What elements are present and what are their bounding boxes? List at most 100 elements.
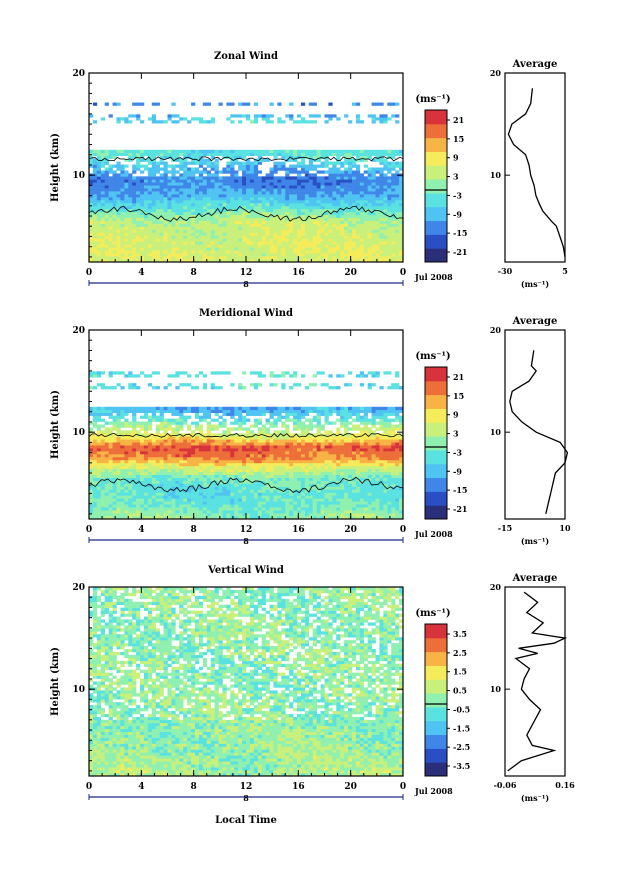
heatmap-cell xyxy=(316,226,321,230)
heatmap-cell xyxy=(104,238,109,242)
heatmap-cell xyxy=(136,456,141,461)
heatmap-cell xyxy=(391,454,396,458)
heatmap-cell xyxy=(132,205,137,210)
heatmap-cell xyxy=(249,194,255,198)
heatmap-cell xyxy=(147,465,153,470)
heatmap-cell xyxy=(265,199,270,204)
heatmap-cell xyxy=(167,507,172,511)
heatmap-cell xyxy=(187,235,192,239)
heatmap-cell xyxy=(171,465,176,470)
heatmap-cell xyxy=(151,456,157,461)
heatmap-cell xyxy=(222,486,227,490)
heatmap-cell xyxy=(128,241,133,245)
heatmap-cell xyxy=(246,480,251,484)
heatmap-cell xyxy=(273,253,278,257)
heatmap-cell xyxy=(391,451,396,455)
heatmap-cell xyxy=(175,459,180,464)
heatmap-cell xyxy=(253,486,259,490)
heatmap-cell xyxy=(179,202,184,207)
heatmap-cell xyxy=(293,167,298,171)
heatmap-cell xyxy=(191,208,196,213)
heatmap-cell xyxy=(92,486,98,490)
heatmap-cell xyxy=(238,501,243,505)
heatmap-cell xyxy=(297,188,302,192)
heatmap-cell xyxy=(198,244,204,248)
heatmap-cell xyxy=(159,232,164,236)
heatmap-cell xyxy=(112,194,117,198)
heatmap-cell xyxy=(387,202,392,207)
heatmap-cell xyxy=(379,486,384,490)
heatmap-cell xyxy=(308,217,314,221)
heatmap-cell xyxy=(281,232,286,236)
heatmap-cell xyxy=(191,220,196,224)
heatmap-cell xyxy=(281,477,286,481)
heatmap-cell xyxy=(112,170,117,174)
heatmap-cell xyxy=(246,202,251,207)
heatmap-cell xyxy=(359,149,365,154)
heatmap-cell xyxy=(395,477,400,481)
heatmap-cell xyxy=(304,199,310,204)
heatmap-cell xyxy=(159,492,164,496)
heatmap-cell xyxy=(289,492,294,496)
heatmap-cell xyxy=(92,244,98,248)
heatmap-cell xyxy=(308,256,314,260)
heatmap-cell xyxy=(308,167,314,171)
heatmap-cell xyxy=(281,244,286,248)
heatmap-cell xyxy=(281,223,286,227)
heatmap-cell xyxy=(218,223,223,227)
heatmap-cell xyxy=(155,477,160,481)
heatmap-cell xyxy=(128,462,133,467)
heatmap-cell xyxy=(202,232,208,236)
heatmap-cell xyxy=(89,179,94,183)
heatmap-cell xyxy=(230,170,235,174)
heatmap-cell xyxy=(324,250,329,254)
heatmap-cell xyxy=(147,462,153,467)
heatmap-cell xyxy=(285,114,290,118)
heatmap-cell xyxy=(210,247,215,251)
heatmap-cell xyxy=(277,504,282,508)
heatmap-cell xyxy=(265,483,270,487)
heatmap-cell xyxy=(214,474,219,478)
heatmap-cell xyxy=(206,498,211,502)
heatmap-cell xyxy=(191,498,196,502)
heatmap-cell xyxy=(171,477,176,481)
heatmap-cell xyxy=(202,256,208,260)
heatmap-cell xyxy=(147,205,153,210)
heatmap-cell xyxy=(340,197,345,201)
heatmap-cell xyxy=(375,155,380,159)
heatmap-cell xyxy=(316,191,321,195)
heatmap-cell xyxy=(214,205,219,210)
heatmap-cell xyxy=(399,226,404,230)
heatmap-cell xyxy=(332,226,337,230)
heatmap-cell xyxy=(218,152,223,156)
heatmap-cell xyxy=(147,191,153,195)
heatmap-cell xyxy=(395,501,400,505)
heatmap-cell xyxy=(348,170,353,174)
heatmap-cell xyxy=(179,223,184,227)
heatmap-cell xyxy=(214,480,219,484)
heatmap-cell xyxy=(336,238,341,242)
heatmap-cell xyxy=(210,459,215,464)
heatmap-cell xyxy=(395,244,400,248)
heatmap-cell xyxy=(324,235,329,239)
heatmap-cell xyxy=(269,456,274,461)
heatmap-cell xyxy=(379,229,384,233)
heatmap-cell xyxy=(120,250,125,254)
heatmap-cell xyxy=(269,217,274,221)
heatmap-cell xyxy=(147,489,153,493)
heatmap-cell xyxy=(316,483,321,487)
heatmap-cell xyxy=(332,465,337,470)
heatmap-cell xyxy=(175,451,180,455)
heatmap-cell xyxy=(234,495,239,499)
heatmap-cell xyxy=(344,459,349,464)
heatmap-cell xyxy=(226,250,231,254)
heatmap-cell xyxy=(363,474,368,478)
heatmap-cell xyxy=(187,241,192,245)
heatmap-cell xyxy=(312,211,317,216)
heatmap-cell xyxy=(143,202,149,207)
heatmap-cell xyxy=(355,238,361,242)
heatmap-cell xyxy=(167,185,172,189)
heatmap-cell xyxy=(391,232,396,236)
heatmap-cell xyxy=(198,486,204,490)
heatmap-cell xyxy=(132,102,137,106)
